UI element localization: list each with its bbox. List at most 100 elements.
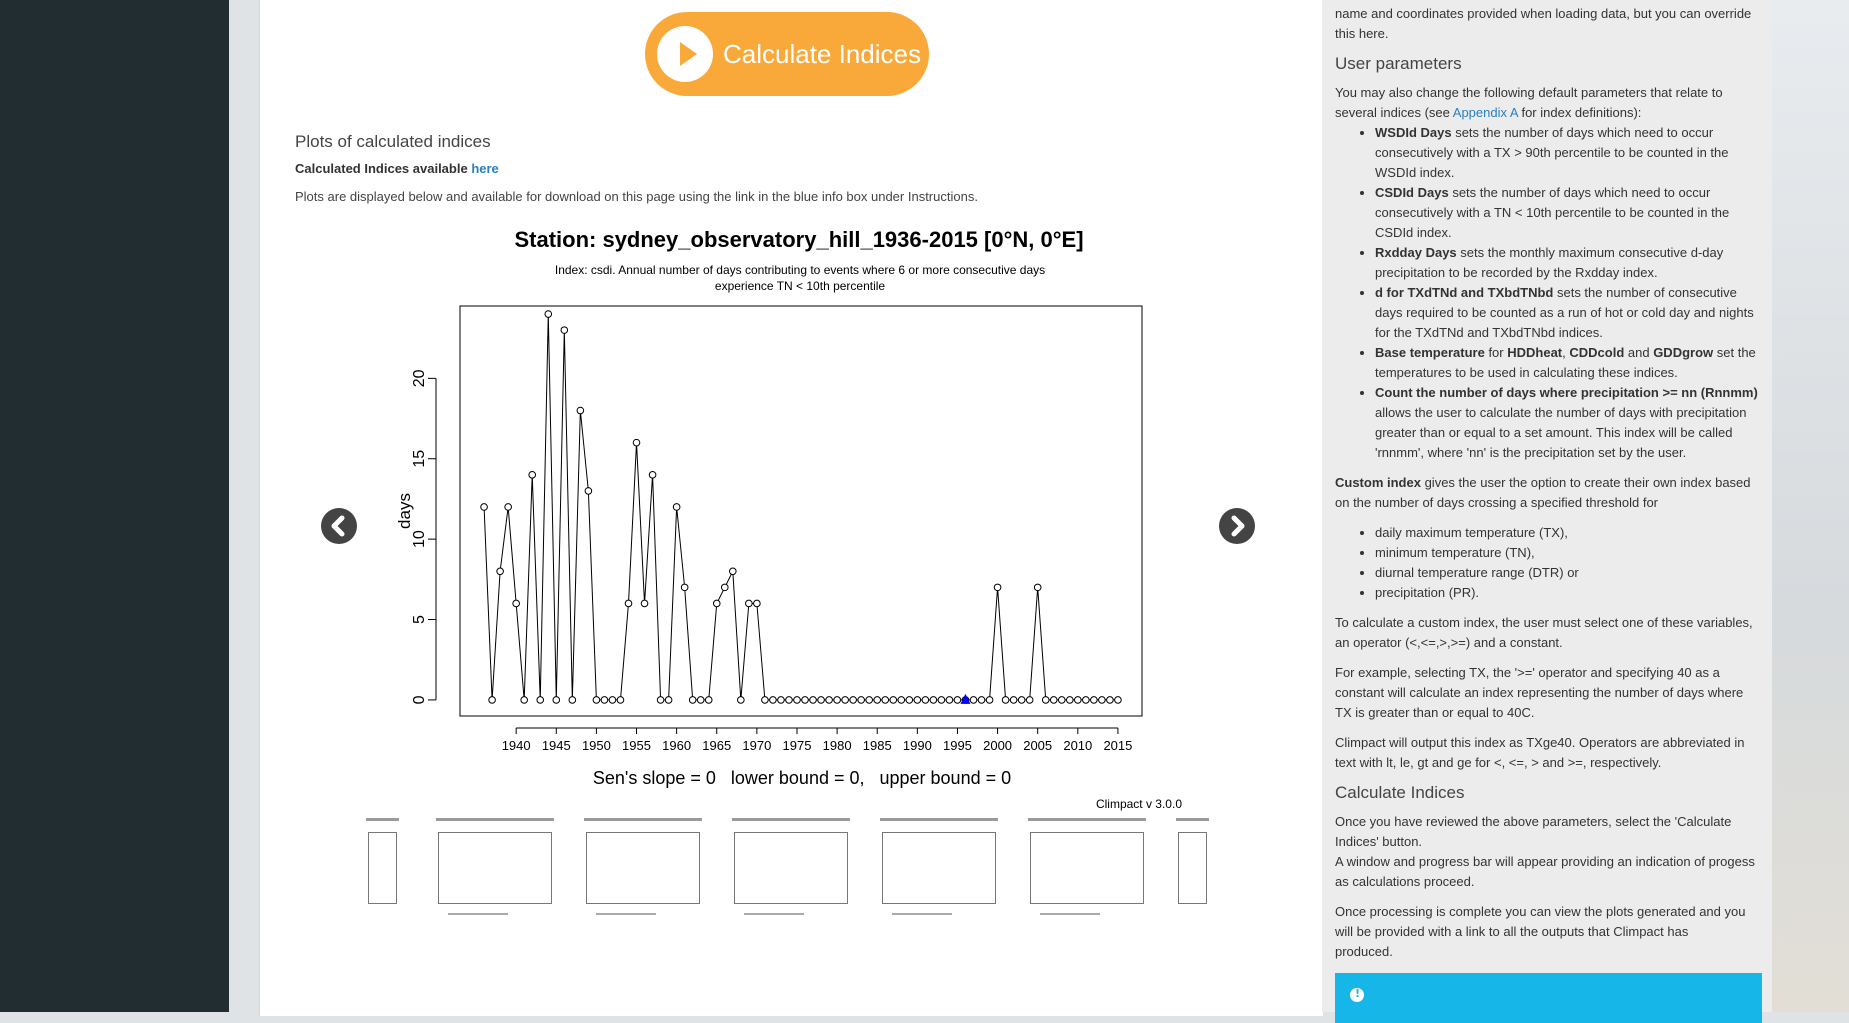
variable-item: precipitation (PR).: [1375, 583, 1579, 603]
param-txdtnd: d for TXdTNd and TXbdTNbd sets the numbe…: [1375, 283, 1758, 343]
data-point: [712, 599, 721, 608]
data-point: [1065, 696, 1074, 704]
data-point: [729, 567, 737, 576]
data-point: [584, 487, 593, 495]
custom-index-output-note: Climpact will output this index as TXge4…: [1335, 735, 1745, 770]
data-point: [656, 696, 665, 704]
data-point: [720, 583, 729, 592]
left-sidebar: [0, 0, 229, 1012]
data-point: [1033, 583, 1042, 592]
user-parameters-text-2: several indices (see Appendix A for inde…: [1335, 105, 1642, 120]
x-tick-label: 2005: [1023, 738, 1052, 753]
data-point: [512, 599, 520, 608]
data-point: [616, 696, 625, 704]
data-point: [889, 696, 898, 704]
data-point: [704, 696, 713, 704]
data-point: [552, 696, 561, 704]
plot-thumbnail-strip: [360, 815, 1215, 920]
data-point: [608, 696, 617, 704]
param-rxdday: Rxdday Days sets the monthly maximum con…: [1375, 243, 1758, 283]
data-point: [753, 599, 761, 608]
series-polyline: [483, 314, 1118, 701]
data-point: [576, 406, 585, 415]
param-rnnmm: Count the number of days where precipita…: [1375, 383, 1758, 463]
data-point: [648, 471, 657, 479]
indices-download-link[interactable]: here: [471, 161, 499, 176]
calculate-indices-heading: Calculate Indices: [1335, 783, 1465, 802]
plot-thumbnail[interactable]: [578, 815, 708, 920]
x-tick-label: 1955: [622, 738, 651, 753]
indices-available-line: Calculated Indices available here: [295, 161, 499, 176]
data-point: [560, 326, 569, 334]
user-parameters-text: You may also change the following defaul…: [1335, 85, 1723, 100]
appendix-a-link[interactable]: Appendix A: [1452, 105, 1518, 120]
variable-item: minimum temperature (TN),: [1375, 543, 1579, 563]
data-point: [1025, 696, 1034, 704]
parameter-list: WSDId Days sets the number of days which…: [1335, 123, 1758, 463]
x-tick-label: 1970: [742, 738, 771, 753]
x-tick-label: 1960: [662, 738, 691, 753]
indices-available-text: Calculated Indices available: [295, 161, 472, 176]
data-point: [977, 696, 986, 704]
data-point: [905, 696, 914, 704]
plot-thumbnail[interactable]: [726, 815, 856, 920]
data-point: [528, 471, 537, 479]
x-tick-label: 1940: [502, 738, 531, 753]
data-point: [536, 696, 545, 704]
data-point: [985, 696, 994, 704]
data-point: [1082, 696, 1090, 704]
chart-title: Station: sydney_observatory_hill_1936-20…: [514, 228, 1083, 252]
data-point: [945, 696, 954, 704]
data-point: [937, 696, 946, 704]
data-point: [1090, 696, 1098, 704]
y-tick-label: 15: [411, 450, 428, 468]
index-plot: Station: sydney_observatory_hill_1936-20…: [380, 228, 1240, 828]
data-point: [833, 696, 841, 704]
previous-plot-button[interactable]: [321, 508, 357, 544]
play-icon: [657, 26, 713, 82]
variable-item: daily maximum temperature (TX),: [1375, 523, 1579, 543]
x-tick-label: 1985: [863, 738, 892, 753]
data-point: [624, 599, 633, 608]
data-point: [1049, 696, 1058, 704]
data-point: [825, 696, 833, 704]
x-axis: 1940 1945 1950 1955 1960 1965 1970 1975 1980 1985…: [502, 727, 1132, 753]
data-point: [921, 696, 930, 704]
plot-thumbnail[interactable]: [1170, 815, 1215, 920]
data-point: [993, 583, 1002, 592]
calculate-indices-button[interactable]: Calculate Indices: [645, 12, 929, 96]
instructions-panel: [1322, 0, 1772, 1012]
data-point: [640, 599, 649, 608]
chart-subtitle-line1: Index: csdi. Annual number of days contr…: [555, 263, 1045, 277]
data-point: [873, 696, 882, 704]
y-axis-label: days: [395, 493, 414, 529]
plot-thumbnail[interactable]: [874, 815, 1004, 920]
param-wsdid: WSDId Days sets the number of days which…: [1375, 123, 1758, 183]
variable-list: daily maximum temperature (TX), minimum …: [1335, 523, 1579, 603]
plot-thumbnail[interactable]: [1022, 815, 1152, 920]
data-point: [664, 696, 673, 704]
intro-line-1: name and coordinates provided when loadi…: [1335, 6, 1752, 21]
data-point: [1009, 696, 1018, 704]
data-point: [672, 503, 681, 511]
data-point: [897, 696, 906, 704]
data-point: [568, 696, 577, 704]
data-point: [761, 696, 769, 704]
plot-thumbnail[interactable]: [360, 815, 405, 920]
next-plot-button[interactable]: [1219, 508, 1255, 544]
x-tick-label: 1975: [783, 738, 812, 753]
y-axis: 0 5 10 15 20: [411, 369, 437, 704]
data-point: [849, 696, 857, 704]
plots-description: Plots are displayed below and available …: [295, 189, 978, 204]
data-point: [865, 696, 874, 704]
y-tick-label: 0: [411, 695, 428, 704]
info-icon: [1350, 987, 1364, 1002]
x-tick-label: 1980: [823, 738, 852, 753]
param-base-temperature: Base temperature for HDDheat, CDDcold an…: [1375, 343, 1758, 383]
x-tick-label: 1950: [582, 738, 611, 753]
plot-thumbnail[interactable]: [430, 815, 560, 920]
marker-triangle: [960, 693, 971, 704]
plots-heading: Plots of calculated indices: [295, 132, 491, 151]
data-point: [1001, 696, 1010, 704]
x-tick-label: 2015: [1103, 738, 1132, 753]
